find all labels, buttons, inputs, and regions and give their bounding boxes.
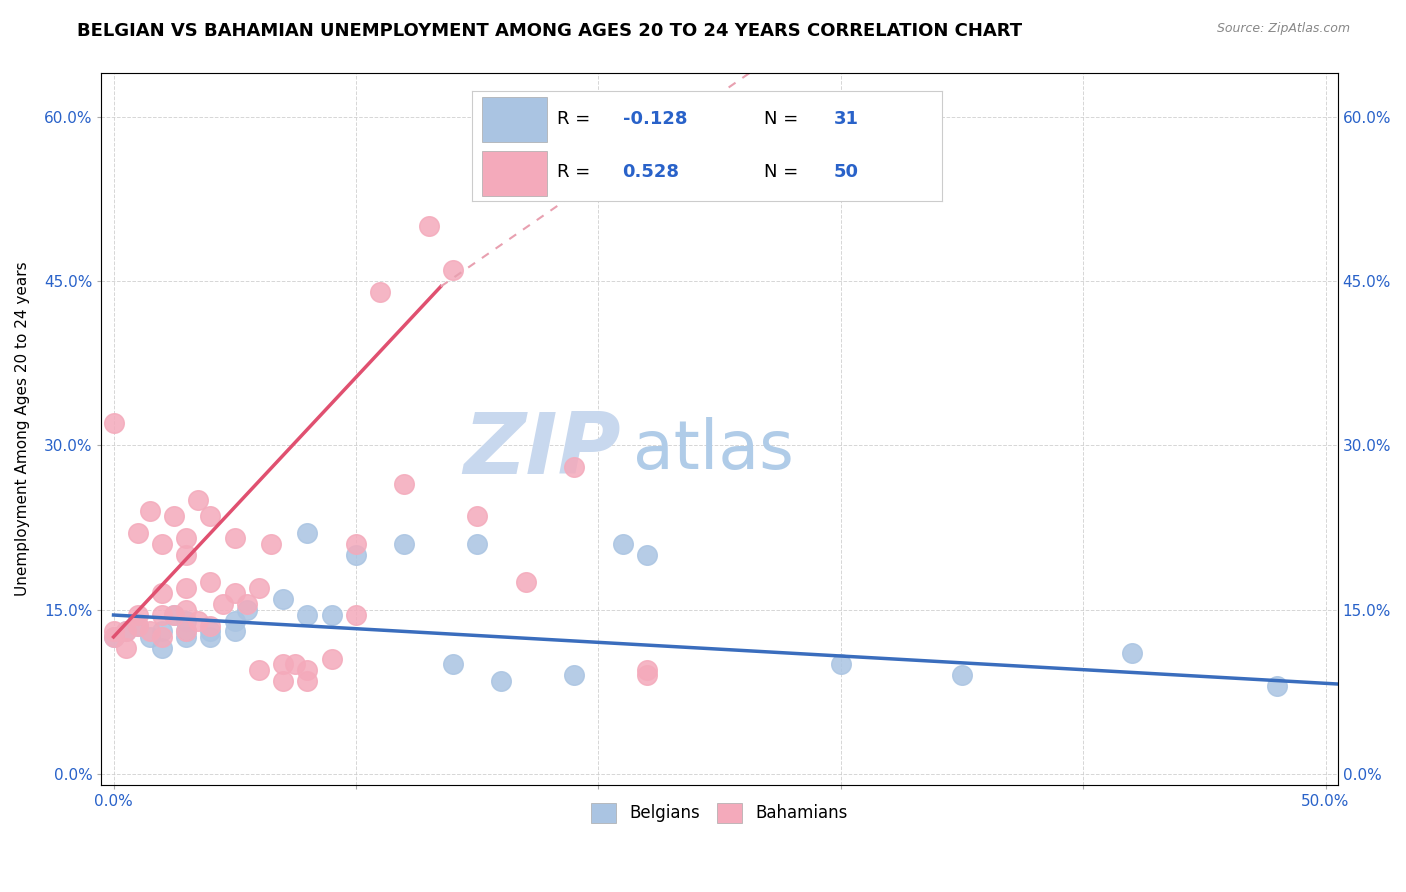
Point	[163, 607, 186, 622]
Point	[150, 537, 173, 551]
Point	[224, 586, 246, 600]
Point	[127, 607, 149, 622]
Point	[200, 619, 222, 633]
Point	[612, 537, 634, 551]
Point	[187, 614, 209, 628]
Point	[297, 607, 319, 622]
Point	[236, 597, 259, 611]
Point	[465, 509, 488, 524]
Point	[200, 509, 222, 524]
Point	[224, 624, 246, 639]
Point	[224, 614, 246, 628]
Point	[297, 673, 319, 688]
Point	[174, 532, 197, 546]
Point	[271, 657, 294, 672]
Point	[139, 630, 162, 644]
Point	[260, 537, 283, 551]
Point	[636, 668, 658, 682]
Point	[103, 417, 125, 431]
Point	[127, 619, 149, 633]
Point	[187, 493, 209, 508]
Point	[174, 581, 197, 595]
Point	[150, 586, 173, 600]
Point	[344, 548, 367, 562]
Point	[321, 607, 343, 622]
Point	[465, 537, 488, 551]
Point	[174, 602, 197, 616]
Point	[1265, 679, 1288, 693]
Point	[174, 614, 197, 628]
Point	[163, 509, 186, 524]
Point	[271, 673, 294, 688]
Point	[174, 624, 197, 639]
Point	[139, 624, 162, 639]
Point	[830, 657, 852, 672]
Point	[150, 630, 173, 644]
Point	[103, 624, 125, 639]
Point	[103, 630, 125, 644]
Y-axis label: Unemployment Among Ages 20 to 24 years: Unemployment Among Ages 20 to 24 years	[15, 261, 30, 596]
Point	[114, 640, 136, 655]
Point	[211, 597, 233, 611]
Point	[394, 537, 416, 551]
Point	[394, 476, 416, 491]
Point	[114, 624, 136, 639]
Point	[174, 624, 197, 639]
Point	[636, 663, 658, 677]
Point	[491, 673, 513, 688]
Point	[127, 619, 149, 633]
Point	[297, 663, 319, 677]
Point	[441, 263, 464, 277]
Point	[368, 285, 391, 299]
Point	[247, 581, 270, 595]
Point	[344, 607, 367, 622]
Point	[297, 525, 319, 540]
Point	[562, 668, 585, 682]
Text: atlas: atlas	[633, 417, 794, 483]
Point	[418, 219, 440, 234]
Point	[515, 575, 537, 590]
Point	[200, 624, 222, 639]
Point	[562, 460, 585, 475]
Point	[139, 504, 162, 518]
Point	[174, 548, 197, 562]
Point	[163, 607, 186, 622]
Point	[174, 630, 197, 644]
Legend: Belgians, Bahamians: Belgians, Bahamians	[585, 797, 855, 830]
Text: Source: ZipAtlas.com: Source: ZipAtlas.com	[1216, 22, 1350, 36]
Point	[441, 657, 464, 672]
Point	[200, 575, 222, 590]
Point	[150, 607, 173, 622]
Point	[950, 668, 973, 682]
Point	[344, 537, 367, 551]
Point	[1121, 646, 1143, 660]
Point	[127, 525, 149, 540]
Point	[284, 657, 307, 672]
Point	[636, 548, 658, 562]
Text: ZIP: ZIP	[463, 409, 620, 491]
Point	[103, 630, 125, 644]
Point	[150, 624, 173, 639]
Point	[271, 591, 294, 606]
Point	[150, 640, 173, 655]
Point	[200, 630, 222, 644]
Point	[236, 602, 259, 616]
Point	[224, 532, 246, 546]
Point	[321, 652, 343, 666]
Point	[114, 624, 136, 639]
Text: BELGIAN VS BAHAMIAN UNEMPLOYMENT AMONG AGES 20 TO 24 YEARS CORRELATION CHART: BELGIAN VS BAHAMIAN UNEMPLOYMENT AMONG A…	[77, 22, 1022, 40]
Point	[247, 663, 270, 677]
